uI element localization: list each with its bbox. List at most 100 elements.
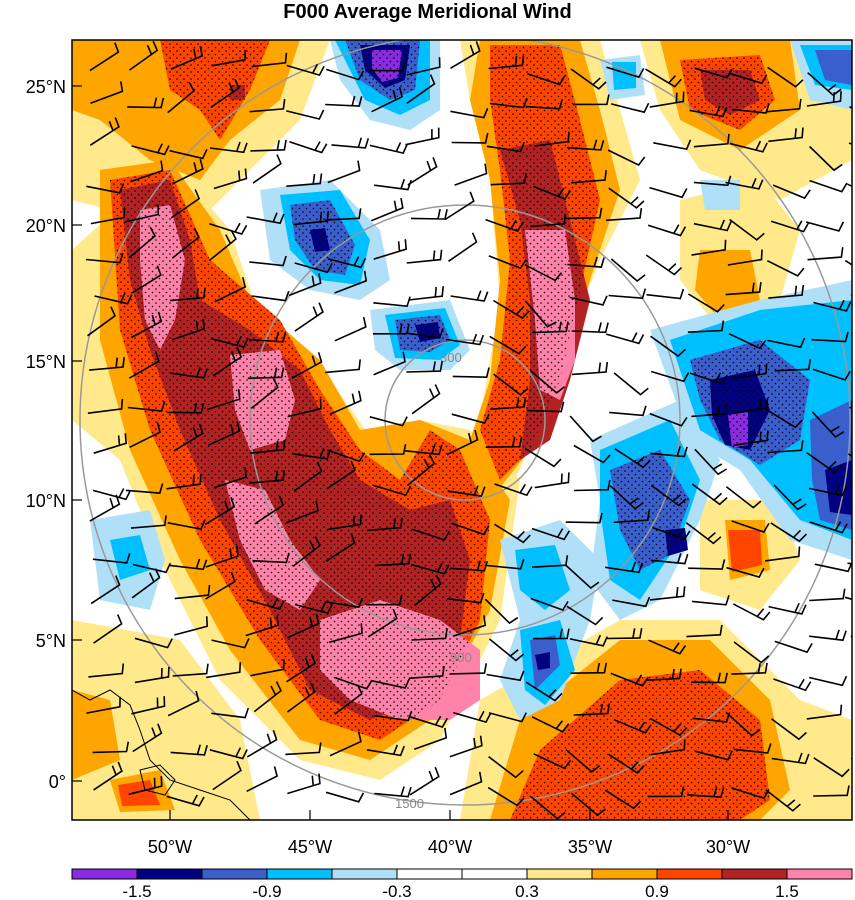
wind-barb [488, 712, 528, 723]
wind-barb [607, 149, 646, 167]
wind-barb [771, 752, 810, 765]
wind-barb [411, 384, 441, 415]
wind-barb [331, 137, 370, 149]
wind-barb [329, 390, 362, 416]
wind-barb [327, 256, 367, 269]
wind-barb [249, 98, 286, 113]
wind-barb [444, 191, 475, 221]
lon-label-50w: 50°W [148, 837, 192, 857]
wind-barb [729, 72, 768, 85]
wind-barb [246, 212, 285, 225]
wind-barb [128, 776, 163, 796]
wind-barb [574, 479, 611, 492]
wind-barb [128, 40, 159, 71]
wind-barb [487, 786, 525, 807]
wind-barb [246, 766, 279, 793]
wind-barb [447, 485, 486, 497]
wind-barb [209, 222, 248, 235]
wind-barb [253, 681, 283, 713]
wind-barb [807, 247, 844, 261]
wind-barb [86, 183, 125, 194]
wind-barb [125, 483, 164, 494]
wind-barb [685, 522, 722, 545]
wind-barb [325, 95, 363, 107]
lon-label-45w: 45°W [288, 837, 332, 857]
wind-barb [774, 640, 813, 654]
wind-barb [692, 594, 730, 606]
wind-barb [287, 613, 320, 639]
wind-barb [570, 662, 608, 674]
wind-barb [451, 522, 490, 536]
wind-barb [488, 55, 525, 70]
wind-barb [570, 792, 606, 817]
range-ring-1500 [79, 40, 851, 806]
wind-barb [606, 207, 643, 222]
wind-barb [134, 666, 170, 684]
wind-barb [167, 519, 206, 531]
wind-barb [174, 616, 209, 636]
wind-barb [608, 288, 647, 300]
wind-barb [367, 608, 398, 638]
wind-barb [134, 637, 173, 649]
wind-barb [407, 454, 436, 486]
wind-barb [450, 560, 488, 572]
wind-barb [689, 105, 728, 118]
wind-barb [647, 224, 687, 237]
wind-barb [647, 786, 685, 798]
wind-barb [814, 561, 852, 573]
wind-barb [87, 306, 116, 337]
wind-barb [173, 423, 204, 452]
colorbar-swatch [721, 868, 788, 880]
wind-barb [369, 444, 407, 456]
wind-barb [325, 68, 365, 81]
wind-barb [809, 629, 847, 642]
wind-barb [130, 515, 167, 529]
wind-barb [405, 127, 440, 146]
wind-barb [524, 300, 557, 328]
wind-barb [293, 448, 332, 460]
wind-barb [612, 596, 651, 608]
wind-barb [485, 218, 524, 233]
wind-barb [326, 460, 356, 490]
wind-barb [767, 440, 804, 454]
colorbar-swatch [71, 868, 138, 880]
wind-barb [613, 718, 652, 734]
wind-barb [89, 494, 121, 522]
wind-barb [533, 628, 570, 640]
wind-barb [245, 615, 279, 637]
wind-barb [254, 495, 285, 525]
lat-label-20n: 20°N [26, 216, 66, 236]
wind-barb [373, 239, 408, 260]
wind-barb [648, 639, 687, 655]
wind-barb [451, 413, 490, 424]
wind-barb [132, 723, 163, 753]
wind-barb [250, 659, 285, 677]
contour-field: 300 900 1500 [72, 40, 852, 820]
wind-barb [250, 378, 279, 410]
wind-barb [92, 741, 130, 754]
wind-barb [325, 533, 356, 562]
wind-barb [251, 290, 290, 302]
axis-ticks [72, 85, 729, 820]
colorbar-swatch [461, 868, 528, 880]
wind-barb [808, 484, 848, 497]
wind-barb [131, 696, 166, 715]
wind-barb [207, 389, 241, 411]
wind-barb [530, 796, 566, 820]
wind-barb [406, 74, 436, 105]
wind-barb [93, 761, 123, 791]
wind-barb [493, 373, 529, 396]
wind-barb [770, 522, 807, 543]
wind-barb [294, 602, 333, 615]
wind-barb [727, 249, 763, 266]
colorbar-label: -0.3 [382, 882, 411, 900]
wind-barb [650, 335, 687, 358]
wind-barb [325, 208, 362, 221]
wind-barb [204, 497, 236, 526]
wind-barb [806, 452, 843, 474]
lat-label-15n: 15°N [26, 352, 66, 372]
wind-barb [170, 744, 208, 756]
wind-barb [247, 367, 285, 380]
wind-barb [733, 430, 769, 447]
wind-barb [250, 139, 287, 152]
